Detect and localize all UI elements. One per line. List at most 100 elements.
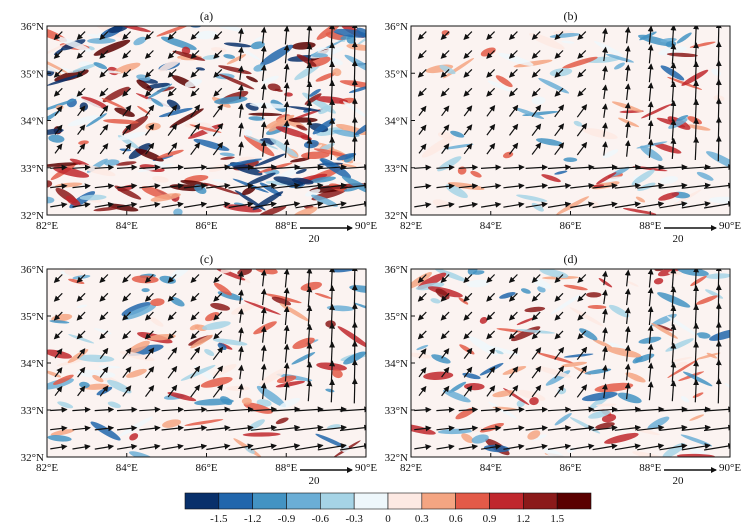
anomaly-patch — [56, 36, 92, 53]
wind-vector — [647, 120, 654, 139]
anomaly-patch — [311, 194, 338, 207]
anomaly-patch — [279, 397, 300, 409]
x-tick-label: 86°E — [195, 220, 217, 232]
wind-vector — [139, 183, 161, 190]
wind-vector — [228, 424, 254, 431]
wind-vector — [76, 50, 86, 59]
wind-vector — [636, 164, 665, 171]
anomaly-patch — [204, 348, 215, 357]
anomaly-patch — [598, 278, 613, 288]
anomaly-patch — [94, 328, 112, 335]
wind-vector — [53, 330, 63, 340]
wind-vector — [436, 164, 455, 171]
wind-vector — [554, 274, 564, 284]
anomaly-patch — [596, 172, 617, 185]
anomaly-patch — [103, 159, 120, 166]
wind-vector — [283, 287, 290, 307]
wind-vector — [486, 68, 496, 78]
anomaly-patch — [93, 62, 108, 70]
anomaly-patch — [315, 72, 336, 82]
wind-vector — [122, 366, 132, 378]
anomaly-patch — [108, 203, 139, 212]
anomaly-patch — [588, 410, 611, 419]
wind-vector — [458, 201, 479, 208]
x-tick-label: 88°E — [275, 462, 297, 474]
anomaly-patch — [353, 302, 366, 312]
wind-vector — [206, 201, 231, 209]
wind-vector — [624, 288, 631, 306]
wind-vector — [436, 406, 455, 413]
wind-vector — [624, 363, 631, 381]
reference-vector-label: 20 — [309, 475, 321, 487]
anomaly-patch — [158, 58, 182, 72]
wind-vector — [486, 311, 496, 321]
wind-vector — [260, 344, 267, 362]
wind-vector — [414, 406, 432, 413]
anomaly-patch — [241, 397, 252, 405]
wind-vector — [145, 142, 155, 155]
anomaly-patch — [76, 304, 88, 308]
anomaly-shading — [411, 269, 730, 457]
wind-vector — [213, 50, 223, 59]
anomaly-patch — [85, 113, 108, 127]
y-tick-label: 36°N — [21, 264, 44, 276]
wind-vector — [99, 68, 109, 78]
anomaly-patch — [258, 366, 290, 386]
anomaly-patch — [93, 39, 131, 56]
anomaly-patch — [212, 178, 228, 183]
wind-vector — [237, 27, 244, 43]
y-tick-label: 32°N — [385, 210, 408, 222]
colorbar-segment — [387, 492, 423, 510]
wind-vector — [486, 123, 496, 136]
wind-vector — [647, 306, 654, 326]
anomaly-patch — [695, 295, 718, 305]
wind-vector — [237, 141, 244, 156]
panel-a: (a) 82°E 84°E 86°E 88°E 90°E 32°N 33°N 34°N 35°N 3… — [21, 9, 378, 245]
wind-vector — [99, 347, 109, 359]
wind-vector — [418, 143, 427, 154]
wind-vector — [94, 164, 115, 171]
wind-vector — [681, 424, 711, 431]
wind-vector — [228, 406, 254, 413]
wind-vector — [670, 137, 677, 159]
x-tick-label: 82°E — [400, 220, 422, 232]
x-tick-label: 82°E — [400, 462, 422, 474]
wind-vector — [183, 406, 208, 413]
colorbar-tick-label: 0.6 — [449, 513, 463, 525]
wind-vector — [570, 182, 595, 189]
wind-vector — [703, 182, 730, 189]
wind-vector — [659, 424, 688, 431]
colorbar-tick-label: -0.9 — [278, 513, 296, 525]
wind-vector — [273, 443, 301, 451]
wind-vector — [99, 31, 109, 41]
wind-vector — [53, 50, 63, 59]
anomaly-patch — [682, 371, 713, 387]
wind-vector — [72, 164, 91, 171]
anomaly-patch — [180, 364, 216, 381]
wind-vector — [601, 27, 608, 43]
wind-vector — [122, 347, 132, 360]
anomaly-patch — [659, 176, 678, 184]
wind-vector — [329, 136, 336, 161]
wind-vector — [99, 274, 109, 284]
wind-vector — [441, 385, 450, 397]
wind-vector — [273, 201, 301, 209]
anomaly-patch — [493, 349, 504, 355]
wind-vector — [554, 292, 564, 302]
anomaly-patch — [631, 169, 655, 186]
anomaly-patch — [550, 294, 581, 315]
wind-vector — [190, 31, 200, 41]
wind-vector — [647, 63, 654, 83]
y-tick-label: 32°N — [21, 452, 44, 464]
anomaly-patch — [141, 288, 150, 293]
wind-vectors — [414, 269, 730, 451]
anomaly-patch — [218, 65, 252, 75]
wind-vector — [117, 201, 138, 208]
wind-vector — [503, 406, 525, 413]
wind-vector — [531, 50, 541, 59]
wind-vector — [436, 201, 455, 208]
anomaly-patch — [107, 26, 128, 33]
anomaly-patch — [541, 174, 561, 183]
anomaly-patch — [150, 193, 181, 202]
x-tick-label: 90°E — [355, 462, 377, 474]
